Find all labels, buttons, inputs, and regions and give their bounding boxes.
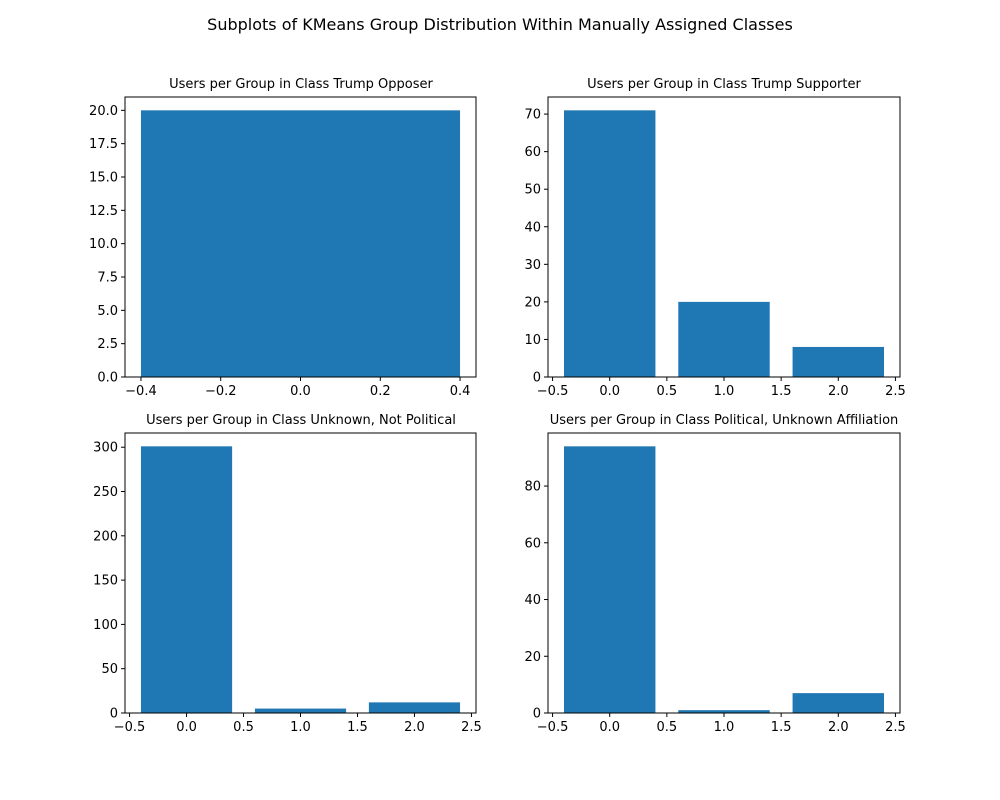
x-tick-label: 2.5	[461, 720, 482, 735]
x-tick-label: 2.5	[885, 384, 906, 399]
x-tick-label: −0.5	[114, 720, 146, 735]
x-tick-label: 1.5	[771, 384, 792, 399]
x-tick-label: 1.0	[714, 720, 735, 735]
x-tick-label: 0.0	[176, 720, 197, 735]
y-tick-label: 40	[524, 593, 541, 608]
x-tick-label: 0.5	[657, 720, 678, 735]
y-tick-label: 20	[524, 295, 541, 310]
y-tick-label: 0	[533, 707, 541, 722]
y-tick-label: 60	[524, 536, 541, 551]
x-tick-label: 1.0	[714, 384, 735, 399]
y-tick-label: 30	[524, 258, 541, 273]
y-tick-label: 50	[101, 662, 118, 677]
x-tick-label: −0.4	[125, 384, 157, 399]
x-tick-label: 2.0	[828, 384, 849, 399]
subplot-title: Users per Group in Class Political, Unkn…	[550, 413, 899, 428]
x-tick-label: 2.0	[828, 720, 849, 735]
y-tick-label: 0.0	[97, 371, 118, 386]
y-tick-label: 15.0	[89, 171, 118, 186]
bar-group-0	[564, 110, 656, 377]
bar-group-2	[368, 702, 461, 713]
y-tick-label: 100	[93, 618, 118, 633]
subplot-title: Users per Group in Class Trump Opposer	[169, 77, 433, 92]
subplot-unknown-not-political: Users per Group in Class Unknown, Not Po…	[93, 413, 482, 735]
y-tick-label: 50	[524, 183, 541, 198]
bar-group-1	[678, 710, 770, 713]
y-tick-label: 12.5	[89, 204, 118, 219]
x-tick-label: 1.0	[290, 720, 311, 735]
y-tick-label: 60	[524, 145, 541, 160]
bar-group-2	[792, 693, 884, 713]
subplot-trump-opposer: Users per Group in Class Trump Opposer −…	[89, 77, 477, 399]
subplot-political-unknown-affiliation: Users per Group in Class Political, Unkn…	[524, 413, 905, 735]
bar-group-0	[564, 446, 656, 713]
subplot-title: Users per Group in Class Unknown, Not Po…	[146, 413, 456, 428]
x-tick-label: 2.5	[885, 720, 906, 735]
bar-group-2	[792, 346, 884, 377]
y-tick-label: 17.5	[89, 137, 118, 152]
bar-group-1	[254, 708, 347, 713]
x-tick-label: 0.5	[233, 720, 254, 735]
y-tick-label: 0	[110, 707, 118, 722]
x-tick-label: 0.0	[290, 384, 311, 399]
y-tick-label: 70	[524, 108, 541, 123]
x-tick-label: 1.5	[347, 720, 368, 735]
y-tick-label: 10.0	[89, 237, 118, 252]
y-tick-label: 150	[93, 574, 118, 589]
x-tick-label: 0.0	[599, 384, 620, 399]
bar-group-0	[140, 110, 461, 377]
y-tick-label: 7.5	[97, 271, 118, 286]
x-tick-label: 1.5	[771, 720, 792, 735]
y-tick-label: 20.0	[89, 104, 118, 119]
x-tick-label: −0.5	[537, 384, 569, 399]
y-tick-label: 2.5	[97, 337, 118, 352]
y-tick-label: 250	[93, 485, 118, 500]
y-tick-label: 200	[93, 529, 118, 544]
bar-group-1	[678, 301, 770, 377]
x-tick-label: 2.0	[404, 720, 425, 735]
subplot-title: Users per Group in Class Trump Supporter	[587, 77, 861, 92]
y-tick-label: 5.0	[97, 304, 118, 319]
y-tick-label: 40	[524, 220, 541, 235]
x-tick-label: 0.0	[599, 720, 620, 735]
y-tick-label: 300	[93, 441, 118, 456]
y-tick-label: 0	[533, 371, 541, 386]
x-tick-label: 0.4	[450, 384, 471, 399]
x-tick-label: −0.5	[537, 720, 569, 735]
y-tick-label: 10	[524, 333, 541, 348]
x-tick-label: 0.2	[370, 384, 391, 399]
bar-group-0	[140, 446, 233, 713]
y-tick-label: 20	[524, 650, 541, 665]
y-tick-label: 80	[524, 480, 541, 495]
x-tick-label: −0.2	[205, 384, 237, 399]
figure-title: Subplots of KMeans Group Distribution Wi…	[207, 15, 793, 34]
x-tick-label: 0.5	[657, 384, 678, 399]
subplot-trump-supporter: Users per Group in Class Trump Supporter…	[524, 77, 905, 399]
